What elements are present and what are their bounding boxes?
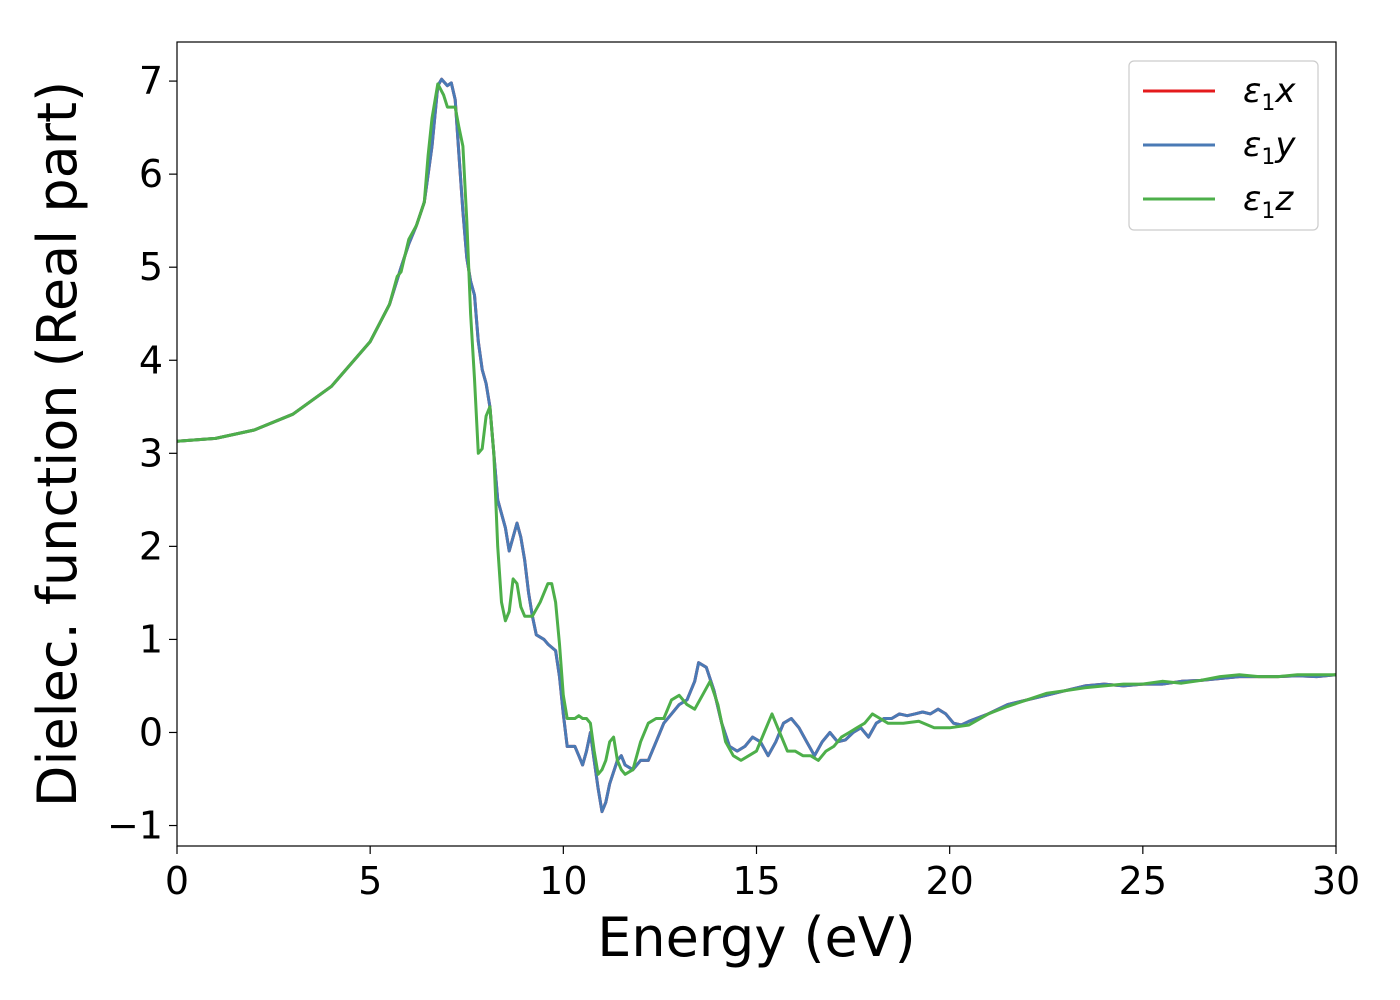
y-tick-label: 5 <box>139 245 163 289</box>
plot-area <box>177 77 1336 814</box>
x-tick-label: 15 <box>732 859 780 903</box>
legend-box <box>1128 60 1319 231</box>
y-tick-label: 6 <box>139 152 163 196</box>
x-tick-label: 20 <box>925 859 973 903</box>
x-tick-label: 25 <box>1119 859 1167 903</box>
y-tick-label: 3 <box>139 431 163 475</box>
y-axis-title: Dielec. function (Real part) <box>26 81 89 807</box>
legend-label-y: ε1y <box>1243 125 1296 170</box>
legend-label-x: ε1x <box>1243 71 1296 116</box>
x-tick-label: 0 <box>165 859 189 903</box>
y-tick-label: 7 <box>139 59 163 103</box>
x-axis-title: Energy (eV) <box>597 906 916 969</box>
y-tick-label: 0 <box>139 710 163 754</box>
legend: ε1x ε1y ε1z <box>1128 60 1319 231</box>
series-line-z <box>177 82 1336 776</box>
y-tick-label: 2 <box>139 524 163 568</box>
legend-label-z: ε1z <box>1243 179 1294 224</box>
y-tick-label: 4 <box>139 338 163 382</box>
x-tick-label: 30 <box>1312 859 1360 903</box>
x-tick-label: 10 <box>539 859 587 903</box>
y-tick-label: 1 <box>139 617 163 661</box>
y-tick-label: −1 <box>107 804 163 848</box>
x-tick-label: 5 <box>358 859 382 903</box>
